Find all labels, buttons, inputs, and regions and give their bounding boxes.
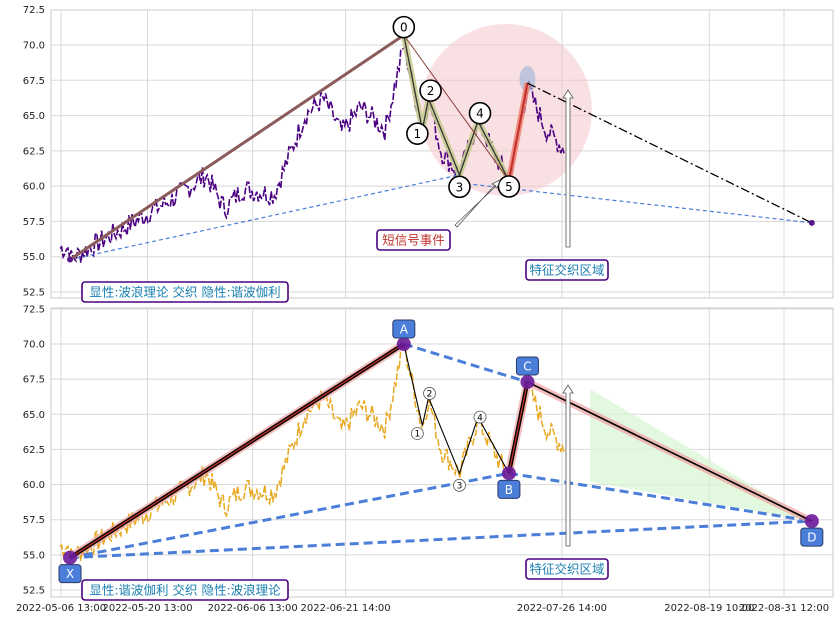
harmonic-bd [508, 471, 813, 523]
top-legend: 显性:波浪理论 交织 隐性:谐波伽利 [89, 285, 280, 300]
dashdot-line [527, 82, 813, 224]
harmonic-ac [403, 342, 528, 384]
top-ytick-4: 62.5 [23, 146, 45, 157]
xtick-5: 2022-08-19 10:00 [664, 603, 754, 614]
minor-wave-marker-4 [473, 410, 487, 424]
harmonic-label-box-C [515, 356, 539, 376]
harmonic-leg-cd [527, 381, 813, 522]
bottom-annotation-feature-zone: 特征交织区域 [529, 562, 604, 577]
wave-marker-5 [497, 175, 521, 198]
top-ytick-2: 67.5 [23, 76, 45, 87]
top-legend-box [81, 281, 289, 303]
bottom-panel-frame [50, 307, 834, 598]
bottom-ytick-1: 70.0 [23, 340, 45, 351]
top-annotation-feature-zone-box [525, 259, 609, 281]
harmonic-xd [69, 519, 812, 560]
xtick-1: 2022-05-20 13:00 [102, 603, 192, 614]
wave-marker-4 [468, 101, 492, 125]
bottom-ytick-6: 57.5 [23, 515, 45, 526]
harmonic-label-D: D [807, 531, 816, 545]
wave-marker-0 [392, 15, 416, 39]
target-zone [590, 388, 812, 522]
wave-label-5: 5 [505, 180, 513, 194]
top-annotation-short-signal-box [376, 229, 451, 251]
wave-channel [403, 34, 510, 181]
start-point [67, 256, 74, 263]
harmonic-label-box-X [58, 564, 82, 584]
wave-label-4: 4 [476, 107, 484, 121]
harmonic-dot-D [804, 514, 819, 529]
harmonic-dot-B [501, 466, 516, 481]
wave-label-2: 2 [427, 84, 435, 98]
short-signal-arrow [454, 179, 501, 228]
top-ytick-0: 72.5 [23, 5, 45, 16]
wave-label-3: 3 [456, 180, 464, 194]
xtick-2: 2022-06-06 13:00 [208, 603, 298, 614]
bottom-ytick-7: 55.0 [23, 550, 45, 561]
top-ytick-6: 57.5 [23, 217, 45, 228]
xtick-4: 2022-07-26 14:00 [517, 603, 607, 614]
bottom-legend-box [81, 579, 289, 601]
harmonic-dot-C [520, 374, 535, 389]
minor-wave-marker-1 [410, 427, 424, 440]
harmonic-label-C: C [523, 359, 531, 373]
wave-marker-1 [406, 122, 429, 145]
minor-wave-label-4: 4 [477, 413, 483, 423]
top-ytick-7: 55.0 [23, 252, 45, 263]
harmonic-dot-X [63, 550, 78, 565]
harmonic-label-A: A [400, 323, 409, 337]
end-point [808, 219, 815, 226]
wave-marker-3 [448, 175, 471, 199]
minor-wave-path [403, 343, 510, 475]
harmonic-label-B: B [505, 483, 513, 497]
price-line [59, 43, 565, 263]
rise-line [507, 82, 529, 181]
projection-line-x3 [69, 174, 460, 261]
bottom-ytick-3: 65.0 [23, 410, 45, 421]
wave-label-1: 1 [414, 127, 422, 141]
minor-wave-marker-2 [423, 387, 436, 400]
wave-label-0: 0 [400, 21, 408, 35]
xtick-0: 2022-05-06 13:00 [16, 603, 106, 614]
bottom-ytick-0: 72.5 [23, 304, 45, 315]
bottom-ytick-8: 52.5 [23, 586, 45, 597]
harmonic-xb [69, 471, 510, 560]
top-ytick-5: 60.0 [23, 182, 45, 193]
harmonic-label-box-A [392, 319, 416, 339]
xtick-6: 2022-08-31 12:00 [739, 603, 829, 614]
harmonic-label-box-D [800, 527, 824, 547]
xtick-3: 2022-06-21 14:00 [301, 603, 391, 614]
top-ytick-1: 70.0 [23, 41, 45, 52]
bottom-ytick-2: 67.5 [23, 375, 45, 386]
top-annotation-feature-zone: 特征交织区域 [529, 263, 604, 278]
bottom-legend: 显性:谐波伽利 交织 隐性:波浪理论 [89, 583, 281, 598]
harmonic-leg-bc-core [508, 381, 529, 474]
harmonic-label-X: X [66, 567, 74, 581]
bottom-ytick-4: 62.5 [23, 445, 45, 456]
minor-wave-label-2: 2 [427, 390, 433, 400]
top-feature-arrow [562, 89, 574, 248]
minor-wave-marker-3 [453, 478, 466, 492]
wave-marker-2 [419, 79, 442, 102]
top-ytick-8: 52.5 [23, 288, 45, 299]
impulse-line [69, 33, 405, 261]
minor-wave-label-1: 1 [415, 430, 421, 440]
minor-wave-label-3: 3 [457, 482, 463, 492]
top-ytick-3: 65.0 [23, 111, 45, 122]
wave-path [403, 34, 510, 181]
bottom-feature-arrow [562, 384, 574, 547]
harmonic-leg-xa-core [69, 343, 405, 559]
top-annotation-short-signal: 短信号事件 [382, 233, 445, 248]
harmonic-dot-A [396, 337, 411, 351]
bottom-annotation-feature-zone-box [525, 558, 609, 580]
bottom-ytick-5: 60.0 [23, 480, 45, 491]
harmonic-label-box-B [497, 479, 521, 499]
